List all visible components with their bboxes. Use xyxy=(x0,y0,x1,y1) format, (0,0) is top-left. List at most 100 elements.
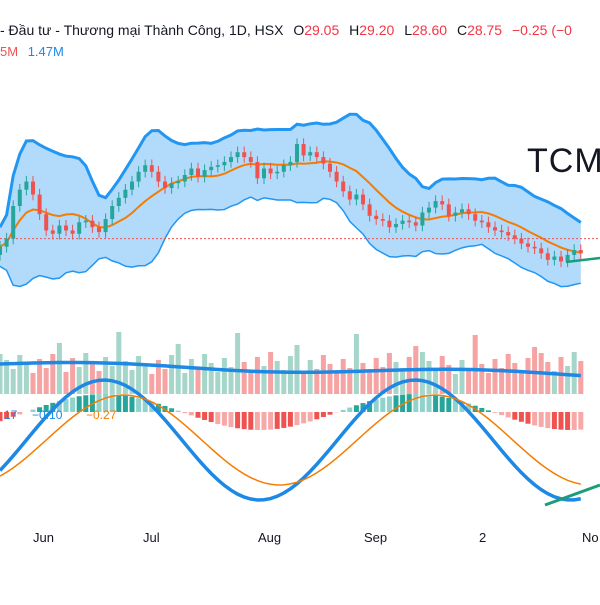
volume-bar xyxy=(11,369,16,394)
macd-histogram-bar xyxy=(215,412,220,424)
candle-body xyxy=(183,175,187,182)
x-tick-jun: Jun xyxy=(33,530,54,545)
legend-open: 29.05 xyxy=(304,22,339,38)
volume-bar xyxy=(57,343,62,394)
volume-bar xyxy=(354,334,359,394)
candle-body xyxy=(90,221,94,228)
candle-body xyxy=(156,172,160,182)
volume-bar xyxy=(394,362,399,394)
candle-body xyxy=(447,204,451,215)
candle-body xyxy=(143,165,147,172)
candle-body xyxy=(506,232,510,235)
candle-body xyxy=(262,168,266,178)
legend-high: 29.20 xyxy=(359,22,394,38)
candle-body xyxy=(236,152,240,157)
volume-bar xyxy=(169,355,174,394)
candle-body xyxy=(493,227,497,230)
volume-bar xyxy=(367,372,372,394)
legend-title: - Đầu tư - Thương mại Thành Công, 1D, HS… xyxy=(0,22,283,38)
x-tick-2: 2 xyxy=(479,530,486,545)
candle-body xyxy=(18,190,22,206)
candle-body xyxy=(203,170,207,177)
macd-histogram-bar xyxy=(262,412,267,430)
candle-body xyxy=(546,253,550,260)
macd-histogram-bar xyxy=(328,412,333,415)
candle-body xyxy=(11,206,15,239)
candle-body xyxy=(513,235,517,238)
volume-bar xyxy=(242,362,247,394)
macd-histogram-bar xyxy=(565,412,570,430)
candle-body xyxy=(222,162,226,165)
macd-histogram-bar xyxy=(242,412,247,429)
volume-bar xyxy=(334,373,339,394)
candle-body xyxy=(427,208,431,213)
candle-body xyxy=(0,247,2,255)
macd-histogram-bar xyxy=(288,412,293,427)
macd-histogram-bar xyxy=(407,394,412,412)
macd-histogram-bar xyxy=(196,412,201,418)
candle-body xyxy=(170,183,174,188)
candle-body xyxy=(480,221,484,223)
candle-body xyxy=(315,152,319,157)
candle-body xyxy=(77,222,81,233)
volume-bar xyxy=(288,356,293,394)
macd-histogram-bar xyxy=(295,412,300,425)
macd-histogram-bar xyxy=(176,411,181,412)
volume-ma-value: 1.47M xyxy=(28,44,64,59)
candle-body xyxy=(552,257,556,260)
volume-bar xyxy=(301,374,306,394)
macd-histogram-bar xyxy=(281,412,286,428)
candle-body xyxy=(242,152,246,157)
macd-histogram-bar xyxy=(413,394,418,412)
candle-body xyxy=(526,244,530,247)
macd-histogram-bar xyxy=(64,399,69,412)
candle-body xyxy=(467,209,471,214)
x-tick-sep: Sep xyxy=(364,530,387,545)
candle-body xyxy=(44,214,48,230)
volume-bar xyxy=(565,366,570,394)
candle-body xyxy=(229,157,233,162)
candle-body xyxy=(414,222,418,225)
volume-bar xyxy=(453,374,458,394)
macd-histogram-bar xyxy=(347,408,352,412)
volume-bar xyxy=(189,359,194,394)
legend-low-label: L xyxy=(404,22,412,38)
legend-high-label: H xyxy=(349,22,359,38)
candle-body xyxy=(176,182,180,184)
macd-histogram-bar xyxy=(229,412,234,427)
macd-histogram-bar xyxy=(235,412,240,428)
candle-body xyxy=(460,209,464,212)
macd-histogram-bar xyxy=(70,398,75,412)
volume-bar xyxy=(64,372,69,394)
legend-low: 28.60 xyxy=(412,22,447,38)
volume-legend: 5M 1.47M xyxy=(0,44,64,59)
candle-body xyxy=(335,172,339,182)
candle-body xyxy=(249,157,253,162)
volume-bar xyxy=(545,362,550,394)
volume-bar xyxy=(24,364,29,394)
candle-body xyxy=(368,204,372,215)
volume-bar xyxy=(90,362,95,394)
legend-close-label: C xyxy=(457,22,467,38)
candle-body xyxy=(163,182,167,189)
macd-histogram-bar xyxy=(479,408,484,412)
macd-histogram-bar xyxy=(189,412,194,415)
candle-body xyxy=(407,221,411,223)
candle-body xyxy=(374,216,378,219)
volume-bar xyxy=(427,361,432,394)
volume-bar xyxy=(308,360,313,394)
volume-bar xyxy=(136,356,141,394)
volume-bar xyxy=(532,347,537,394)
volume-bar xyxy=(97,371,102,394)
macd-histogram-bar xyxy=(301,412,306,423)
macd-histogram-bar xyxy=(354,405,359,412)
candle-body xyxy=(579,250,583,253)
candle-body xyxy=(473,214,477,221)
legend-close: 28.75 xyxy=(467,22,502,38)
candle-body xyxy=(51,230,55,233)
volume-bar xyxy=(196,368,201,394)
volume-bar xyxy=(512,363,517,394)
candle-body xyxy=(130,182,134,190)
candle-body xyxy=(328,164,332,172)
